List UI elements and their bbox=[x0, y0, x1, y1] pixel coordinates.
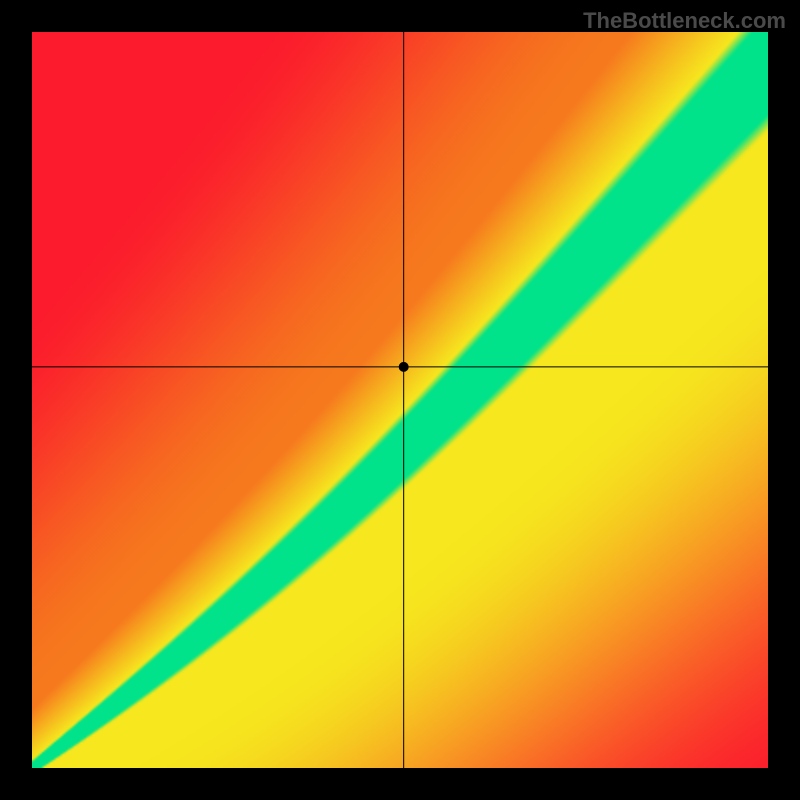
watermark-text: TheBottleneck.com bbox=[583, 8, 786, 34]
heatmap-canvas bbox=[32, 32, 768, 768]
bottleneck-heatmap bbox=[32, 32, 768, 768]
